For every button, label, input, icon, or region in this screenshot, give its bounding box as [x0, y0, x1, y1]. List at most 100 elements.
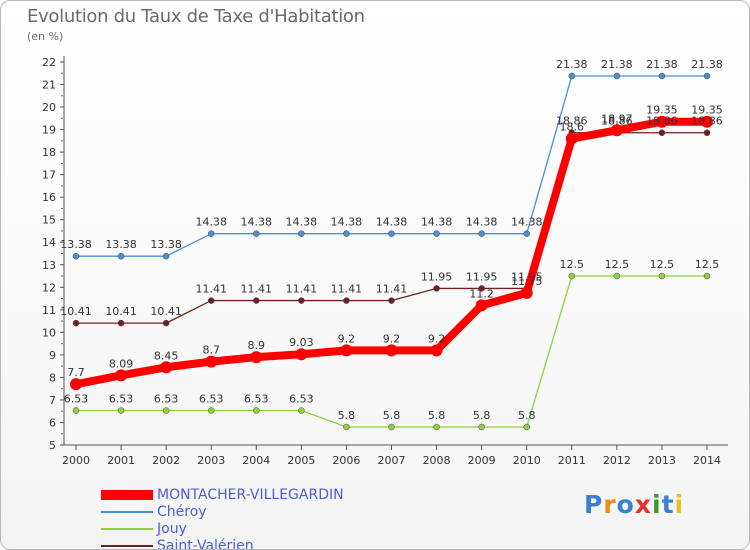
data-label-series-1: 21.38: [601, 58, 633, 71]
x-tick-label: 2008: [423, 454, 451, 467]
legend: MONTACHER-VILLEGARDIN Chéroy Jouy Saint-…: [101, 486, 344, 550]
data-label-series-1: 14.38: [421, 216, 453, 229]
data-label-series-1: 21.38: [691, 58, 723, 71]
legend-swatch-series-2: [101, 527, 153, 530]
data-label-series-3: 11.95: [511, 270, 543, 283]
y-tick-label: 7: [49, 394, 56, 407]
data-label-series-3: 11.41: [195, 283, 227, 296]
logo-letter: i: [652, 490, 662, 519]
data-point-series-2: [298, 407, 305, 414]
data-label-series-0: 7.7: [67, 366, 85, 379]
data-point-series-3: [207, 297, 215, 304]
data-label-series-0: 9.03: [289, 336, 314, 349]
legend-label: MONTACHER-VILLEGARDIN: [157, 486, 344, 503]
data-label-series-0: 11.75: [511, 275, 543, 288]
data-label-series-1: 13.38: [150, 238, 182, 251]
data-point-series-2: [433, 423, 440, 431]
y-tick-label: 17: [42, 169, 56, 182]
x-tick-label: 2007: [378, 454, 406, 467]
data-label-series-2: 12.5: [605, 258, 630, 271]
data-point-series-3: [658, 129, 666, 136]
series-line-1: [75, 75, 708, 257]
y-tick-label: 12: [42, 281, 56, 294]
data-point-series-0: [520, 286, 533, 299]
x-tick-label: 2006: [332, 454, 360, 467]
data-point-series-3: [298, 297, 305, 304]
data-point-series-2: [478, 423, 485, 431]
data-point-series-1: [207, 230, 215, 237]
data-point-series-0: [340, 344, 353, 357]
data-point-series-1: [478, 230, 485, 237]
x-tick-label: 2013: [648, 454, 676, 467]
x-tick-label: 2011: [558, 454, 586, 467]
x-tick-label: 2002: [152, 454, 180, 467]
data-point-series-1: [703, 72, 711, 80]
data-label-series-3: 10.41: [105, 305, 137, 318]
data-label-series-0: 9.2: [428, 332, 446, 345]
y-tick-label: 18: [42, 146, 56, 159]
legend-item: Chéroy: [101, 503, 344, 520]
data-label-series-2: 6.53: [109, 393, 134, 406]
y-tick-label: 21: [42, 79, 56, 92]
data-label-series-1: 13.38: [60, 238, 92, 251]
data-point-series-1: [658, 72, 666, 80]
data-label-series-1: 14.38: [511, 216, 543, 229]
data-point-series-3: [388, 297, 395, 304]
y-tick-label: 9: [49, 349, 56, 362]
data-label-series-2: 12.5: [560, 258, 585, 271]
data-label-series-3: 10.41: [150, 305, 182, 318]
logo-letter: o: [616, 490, 635, 519]
data-point-series-3: [253, 297, 260, 304]
data-point-series-2: [253, 407, 260, 414]
data-label-series-0: 8.7: [202, 344, 220, 357]
data-label-series-2: 6.53: [154, 393, 179, 406]
data-point-series-0: [160, 361, 173, 374]
data-label-series-0: 8.09: [109, 357, 134, 370]
y-tick-label: 20: [42, 101, 56, 114]
data-label-series-1: 14.38: [241, 216, 273, 229]
data-point-series-2: [613, 272, 621, 280]
y-tick-label: 16: [42, 191, 56, 204]
data-label-series-1: 14.38: [195, 216, 227, 229]
data-point-series-3: [117, 319, 125, 327]
data-label-series-3: 18.86: [601, 115, 633, 128]
data-point-series-1: [117, 252, 125, 260]
data-label-series-1: 13.38: [105, 238, 137, 251]
data-label-series-2: 5.8: [383, 409, 401, 422]
y-tick-label: 15: [42, 214, 56, 227]
data-label-series-1: 14.38: [376, 216, 408, 229]
data-point-series-1: [72, 252, 80, 260]
data-label-series-0: 8.9: [248, 339, 266, 352]
x-tick-label: 2012: [603, 454, 631, 467]
data-point-series-1: [523, 230, 530, 237]
y-tick-label: 11: [42, 304, 56, 317]
data-label-series-0: 9.2: [338, 332, 356, 345]
logo-letter: P: [584, 490, 604, 519]
legend-label: Saint-Valérien: [157, 537, 254, 550]
x-tick-label: 2001: [107, 454, 135, 467]
data-point-series-1: [613, 72, 621, 80]
data-point-series-0: [250, 351, 263, 364]
data-point-series-2: [658, 272, 666, 280]
x-tick-label: 2014: [693, 454, 721, 467]
data-point-series-0: [205, 355, 218, 368]
data-label-series-0: 19.35: [691, 104, 723, 117]
data-label-series-1: 21.38: [646, 58, 678, 71]
y-tick-label: 19: [42, 124, 56, 137]
data-point-series-3: [433, 285, 440, 292]
data-label-series-0: 11.2: [469, 287, 494, 300]
data-point-series-3: [478, 285, 485, 292]
data-label-series-2: 5.8: [473, 409, 491, 422]
data-point-series-0: [430, 344, 443, 357]
legend-item: Saint-Valérien: [101, 537, 344, 550]
legend-item: Jouy: [101, 520, 344, 537]
legend-swatch-series-0: [101, 489, 153, 500]
line-chart: 5 6 7 8 9 10 11 12 13 14 15 16 17 18 19 20 21 22 2000 2001 2…: [42, 56, 728, 467]
legend-item: MONTACHER-VILLEGARDIN: [101, 486, 344, 503]
data-label-series-2: 12.5: [650, 258, 675, 271]
data-label-series-3: 11.41: [376, 283, 408, 296]
data-point-series-2: [568, 272, 576, 280]
logo-letter: r: [603, 490, 617, 519]
data-label-series-3: 18.86: [646, 115, 678, 128]
